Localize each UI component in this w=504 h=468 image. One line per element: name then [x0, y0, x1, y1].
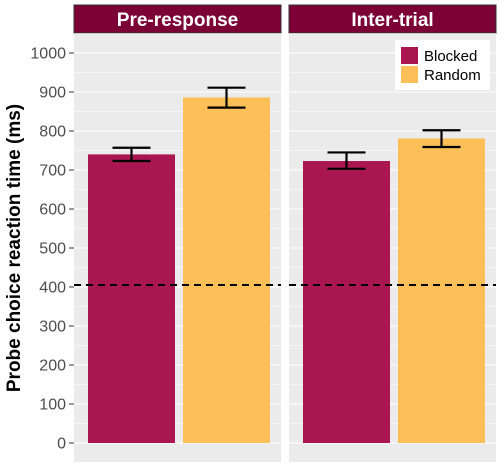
y-tick-label: 600	[39, 202, 66, 219]
panels-layer: Pre-response Inter-trial Blocked Random	[73, 4, 497, 462]
bar-random	[398, 138, 485, 443]
y-tick-label: 100	[39, 397, 66, 414]
y-tick-label: 700	[39, 163, 66, 180]
y-tick-label: 200	[39, 358, 66, 375]
legend-label-blocked: Blocked	[424, 48, 477, 65]
facet-strip-label: Inter-trial	[351, 10, 433, 31]
y-tick-label: 500	[39, 241, 66, 258]
bar-blocked	[303, 161, 390, 443]
legend-label-random: Random	[424, 67, 481, 84]
y-tick-label: 0	[57, 436, 66, 453]
y-axis-label: Probe choice reaction time (ms)	[4, 104, 25, 392]
y-axis: 0 100 200 300 400 500 600 700 800 900 1000	[30, 46, 74, 453]
y-tick-label: 900	[39, 85, 66, 102]
error-bar	[207, 86, 246, 109]
legend: Blocked Random	[395, 40, 490, 90]
legend-key-random	[401, 66, 418, 83]
y-tick-label: 400	[39, 280, 66, 297]
legend-key-blocked	[401, 47, 418, 64]
error-bar	[112, 146, 151, 163]
facet-strip	[73, 4, 282, 34]
facet-panel-2: Inter-trial	[288, 4, 497, 462]
y-tick-label: 300	[39, 319, 66, 336]
bar-blocked	[88, 154, 175, 443]
y-tick-label: 1000	[30, 46, 66, 63]
error-bar	[327, 151, 366, 170]
facet-strip	[288, 4, 497, 34]
bar-random	[183, 97, 270, 444]
error-bar	[422, 129, 461, 149]
y-tick-label: 800	[39, 124, 66, 141]
facet-panel-1: Pre-response	[73, 4, 282, 462]
facet-strip-label: Pre-response	[117, 10, 238, 31]
